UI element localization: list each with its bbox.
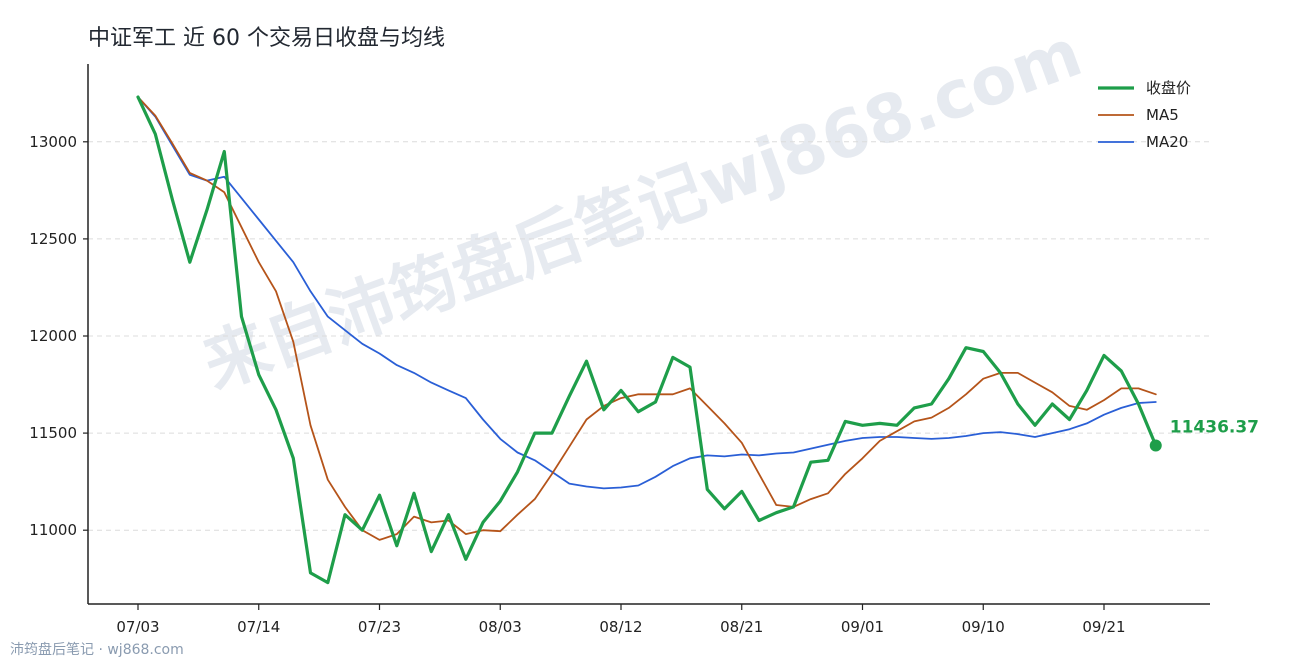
x-tick-label: 09/21 (1082, 618, 1125, 636)
watermark-layer: 来自沛筠盘后笔记wj868.com (193, 14, 1091, 404)
x-tick-label: 08/21 (720, 618, 763, 636)
x-tick-label: 09/10 (962, 618, 1005, 636)
series-lines: 11436.37 (136, 95, 1259, 585)
legend-label-close: 收盘价 (1146, 79, 1191, 97)
footer-credit: 沛筠盘后笔记 · wj868.com (10, 642, 184, 658)
legend-label-ma5: MA5 (1146, 106, 1179, 124)
x-tick-label: 08/03 (479, 618, 522, 636)
y-tick-label: 13000 (29, 133, 77, 151)
y-tick-label: 12500 (29, 230, 77, 248)
close-price-line (136, 95, 1158, 585)
ma5-line (137, 96, 1157, 541)
chart-title: 中证军工 近 60 个交易日收盘与均线 (88, 26, 445, 51)
y-tick-label: 11000 (29, 521, 77, 539)
close-end-marker (1149, 439, 1162, 452)
x-tick-label: 07/23 (358, 618, 401, 636)
axes: 11000 11500 12000 12500 13000 07/03 07/14 07/23… (29, 64, 1210, 636)
ma20-line (137, 96, 1157, 490)
x-tick-label: 08/12 (599, 618, 642, 636)
x-tick-label: 09/01 (841, 618, 884, 636)
y-tick-label: 11500 (29, 424, 77, 442)
watermark-text: 来自沛筠盘后笔记wj868.com (193, 14, 1091, 404)
x-tick-label: 07/14 (237, 618, 280, 636)
legend-label-ma20: MA20 (1146, 133, 1188, 151)
y-tick-label: 12000 (29, 327, 77, 345)
x-tick-label: 07/03 (116, 618, 159, 636)
legend: 收盘价 MA5 MA20 (1098, 79, 1191, 151)
close-end-label: 11436.37 (1170, 417, 1259, 437)
gridlines (88, 141, 1210, 531)
